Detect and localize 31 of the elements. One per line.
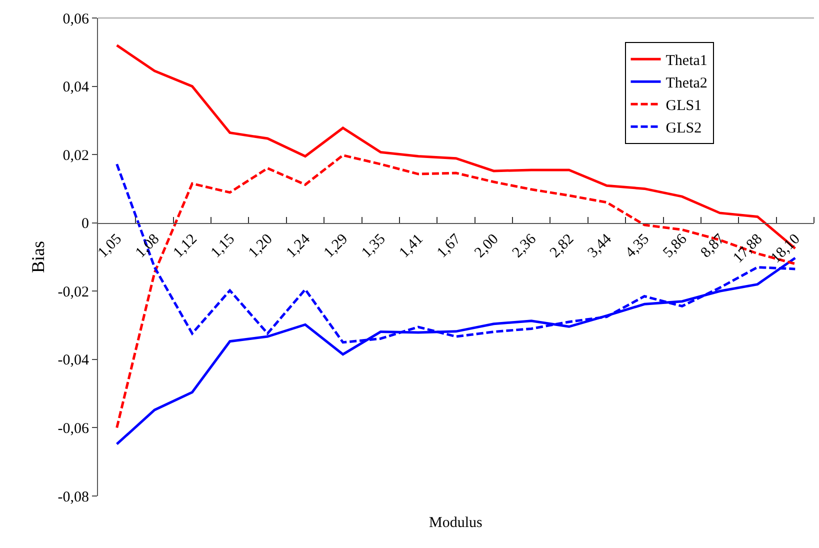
legend-label: GLS2 — [666, 120, 702, 136]
x-tick-label: 1,24 — [284, 230, 314, 262]
x-tick-label: 4,35 — [622, 231, 653, 262]
x-tick-label: 1,12 — [170, 231, 200, 262]
x-tick-label: 2,00 — [472, 231, 502, 262]
x-tick-label: 1,08 — [132, 231, 163, 262]
legend-label: Theta1 — [666, 53, 708, 69]
y-tick-label: -0,06 — [58, 420, 90, 437]
x-tick-label: 2,82 — [547, 231, 578, 262]
y-tick-label: 0,06 — [62, 11, 90, 28]
y-tick-label: 0,02 — [62, 148, 89, 164]
x-tick-label: 3,44 — [584, 230, 616, 262]
x-tick-label: 2,36 — [510, 230, 540, 262]
x-axis-title: Modulus — [429, 515, 483, 531]
y-axis-title: Bias — [28, 240, 48, 274]
x-tick-label: 1,41 — [396, 231, 426, 262]
x-tick-label: 1,67 — [434, 230, 464, 262]
x-tick-label: 1,29 — [321, 231, 352, 262]
y-tick-label: -0,02 — [58, 284, 89, 300]
x-tick-label: 1,35 — [358, 231, 389, 262]
y-tick-label: 0 — [82, 216, 89, 232]
x-tick-label: 1,20 — [246, 231, 276, 262]
y-tick-label: 0,04 — [62, 80, 90, 96]
x-tick-label: 8,87 — [698, 230, 728, 262]
x-tick-label: 5,86 — [660, 230, 691, 262]
x-tick-label: 1,15 — [208, 231, 238, 262]
legend-label: Theta2 — [666, 76, 708, 92]
legend-label: GLS1 — [666, 98, 702, 114]
y-tick-label: -0,04 — [58, 352, 90, 369]
y-tick-label: -0,08 — [58, 489, 89, 506]
x-tick-label: 1,05 — [95, 231, 125, 262]
